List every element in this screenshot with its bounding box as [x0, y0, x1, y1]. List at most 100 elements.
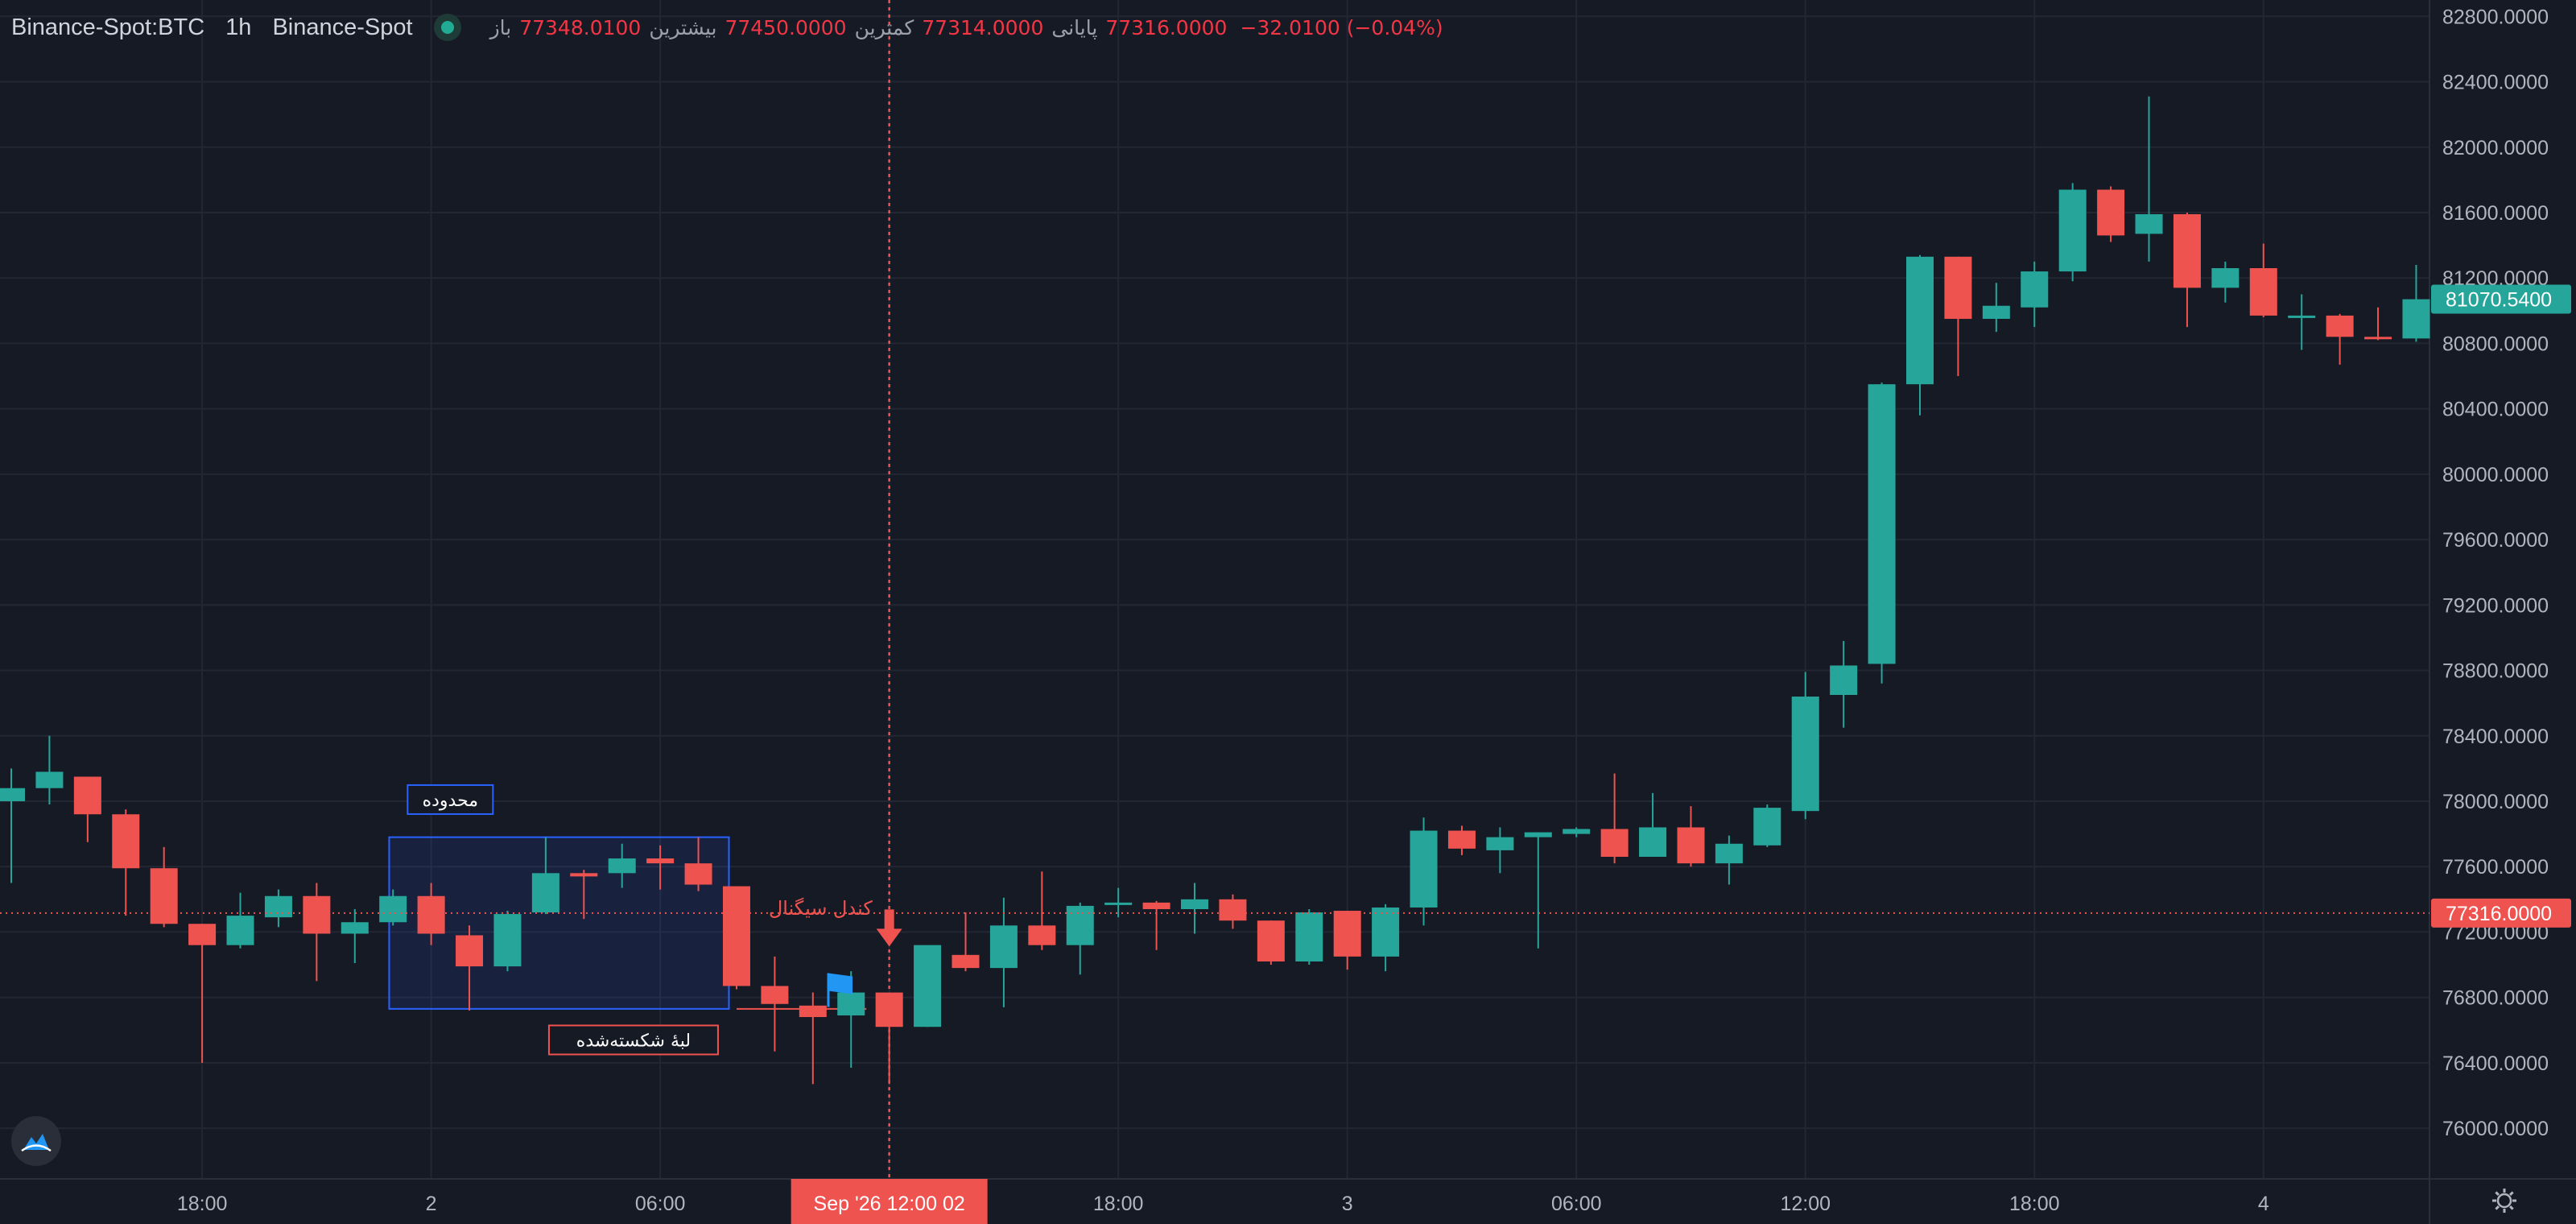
- candle-bearish[interactable]: [2326, 313, 2354, 365]
- candle-body: [1372, 907, 1400, 957]
- candle-bearish[interactable]: [456, 925, 484, 1011]
- candle-bullish[interactable]: [2288, 294, 2316, 350]
- candle-body: [264, 895, 292, 918]
- candle-bullish[interactable]: [1639, 792, 1667, 858]
- candle-bullish[interactable]: [1410, 817, 1438, 926]
- candle-bearish[interactable]: [188, 924, 217, 1063]
- candle-bullish[interactable]: [531, 837, 559, 915]
- price-labels: 81070.5400 77316.0000 Sep '26 12:00 02: [791, 284, 2571, 1224]
- candle-bearish[interactable]: [2173, 212, 2201, 328]
- candle-bullish[interactable]: [1715, 835, 1743, 885]
- candle-bullish[interactable]: [2211, 261, 2240, 303]
- candle-bullish[interactable]: [1868, 382, 1896, 684]
- candle-bullish[interactable]: [2402, 264, 2430, 342]
- candle-body: [1791, 697, 1819, 812]
- candle-bearish[interactable]: [73, 776, 101, 842]
- candle-body: [1524, 832, 1552, 837]
- low-value: 77314.0000: [922, 15, 1044, 39]
- candle-bearish[interactable]: [1944, 256, 1972, 377]
- candle-bearish[interactable]: [1333, 911, 1361, 970]
- candle-body: [226, 916, 254, 945]
- candle-bullish[interactable]: [379, 889, 407, 926]
- candle-bearish[interactable]: [799, 992, 827, 1085]
- x-tick-label: 18:00: [1093, 1193, 1144, 1215]
- candle-bullish[interactable]: [1104, 887, 1133, 918]
- interval-label[interactable]: 1h: [225, 14, 252, 40]
- candle-bearish[interactable]: [1142, 900, 1170, 950]
- candle-bearish[interactable]: [570, 870, 598, 920]
- candle-body: [914, 945, 942, 1028]
- candle-bullish[interactable]: [226, 892, 254, 949]
- candle-bearish[interactable]: [303, 883, 331, 982]
- candle-bearish[interactable]: [761, 956, 789, 1052]
- candle-bullish[interactable]: [1524, 832, 1552, 949]
- candle-body: [417, 895, 445, 934]
- candle-body: [2097, 189, 2125, 236]
- candle-bullish[interactable]: [1486, 827, 1514, 874]
- close-label: پایانی: [1051, 15, 1098, 39]
- candle-series[interactable]: [0, 96, 2430, 1085]
- candle-body: [2364, 337, 2392, 340]
- candle-bearish[interactable]: [1677, 806, 1705, 867]
- candle-bearish[interactable]: [1447, 825, 1476, 855]
- candle-bearish[interactable]: [417, 883, 445, 945]
- drawings-back: [388, 836, 867, 1010]
- candle-bearish[interactable]: [646, 845, 675, 890]
- candle-bullish[interactable]: [1372, 904, 1400, 972]
- change-value: −32.0100 (−0.04%): [1240, 15, 1443, 39]
- candle-body: [684, 863, 712, 885]
- candle-bearish[interactable]: [1028, 871, 1056, 950]
- candle-body: [73, 776, 101, 815]
- candle-bullish[interactable]: [1563, 827, 1591, 837]
- candle-body: [2058, 189, 2087, 272]
- candle-bullish[interactable]: [493, 911, 522, 972]
- symbol-name[interactable]: Binance-Spot:BTC: [11, 14, 205, 40]
- candle-bullish[interactable]: [1295, 908, 1323, 966]
- candle-bullish[interactable]: [1181, 883, 1209, 934]
- candle-bearish[interactable]: [2364, 307, 2392, 341]
- candle-bearish[interactable]: [1257, 920, 1285, 966]
- chart-legend[interactable]: Binance-Spot:BTC 1h Binance-Spot باز 773…: [11, 11, 1443, 43]
- candle-bullish[interactable]: [989, 897, 1018, 1007]
- candle-bullish[interactable]: [35, 735, 64, 805]
- candle-bearish[interactable]: [2249, 243, 2277, 317]
- candle-bullish[interactable]: [1753, 804, 1781, 847]
- y-tick-label: 78400.0000: [2442, 726, 2549, 748]
- price-label-text: 77316.0000: [2446, 903, 2552, 925]
- candle-bullish[interactable]: [0, 768, 25, 883]
- candle-bearish[interactable]: [952, 912, 980, 972]
- candle-bullish[interactable]: [2058, 183, 2087, 282]
- candle-bullish[interactable]: [2135, 96, 2163, 262]
- candle-bearish[interactable]: [722, 886, 750, 990]
- exchange-name: Binance-Spot: [272, 14, 413, 40]
- candle-body: [2135, 214, 2163, 234]
- candle-body: [379, 895, 407, 923]
- candle-body: [799, 1005, 827, 1018]
- market-status-icon[interactable]: [433, 14, 461, 41]
- settings-gear-icon[interactable]: [2491, 1187, 2518, 1214]
- candle-bearish[interactable]: [684, 837, 712, 891]
- candle-bullish[interactable]: [608, 843, 636, 888]
- candle-bearish[interactable]: [2097, 186, 2125, 242]
- candle-bullish[interactable]: [341, 908, 369, 963]
- candle-bullish[interactable]: [1982, 283, 2010, 333]
- y-tick-label: 80800.0000: [2442, 333, 2549, 355]
- annotation-box: [547, 1024, 719, 1056]
- candle-bullish[interactable]: [2021, 261, 2049, 328]
- candle-bullish[interactable]: [1791, 672, 1819, 820]
- candle-body: [1715, 843, 1743, 864]
- candle-bullish[interactable]: [1906, 254, 1934, 416]
- tradingview-logo-icon[interactable]: [11, 1116, 61, 1166]
- candle-bearish[interactable]: [1600, 773, 1629, 864]
- candle-bullish[interactable]: [914, 945, 942, 1028]
- crosshair-time-label-bg: [791, 1179, 988, 1224]
- candle-bearish[interactable]: [150, 846, 178, 928]
- candle-bullish[interactable]: [1830, 640, 1858, 728]
- candle-body: [1410, 830, 1438, 908]
- candle-bullish[interactable]: [264, 889, 292, 928]
- candle-bearish[interactable]: [112, 809, 140, 916]
- candle-bearish[interactable]: [1219, 894, 1247, 929]
